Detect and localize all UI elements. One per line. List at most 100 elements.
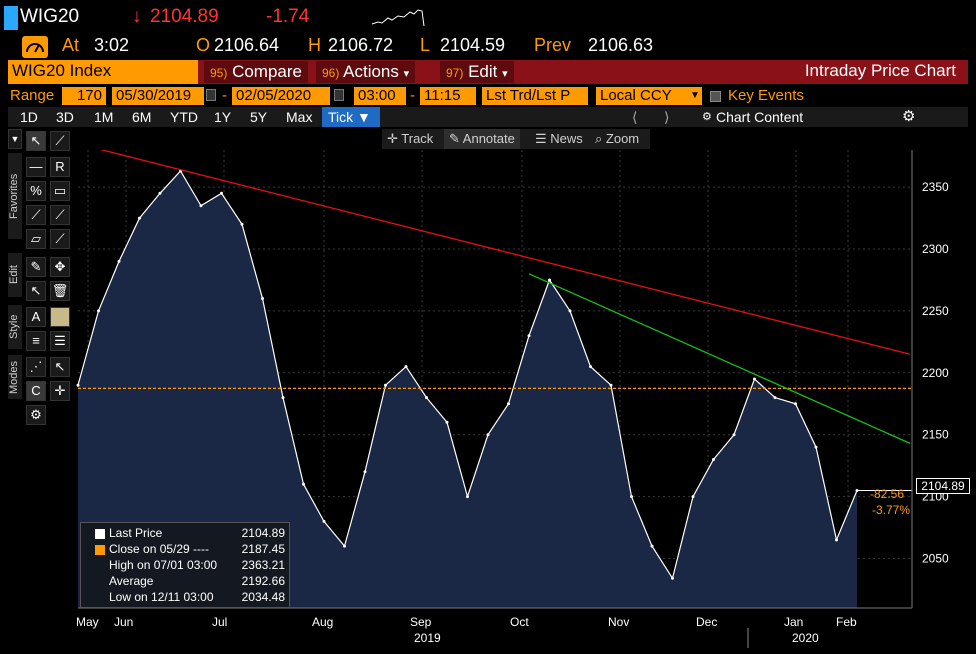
- price-point: [384, 383, 387, 387]
- price-point: [712, 458, 715, 461]
- pointer-icon[interactable]: ↖: [26, 131, 46, 151]
- security-field[interactable]: WIG20 Index: [8, 60, 198, 84]
- period-3d[interactable]: 3D: [56, 109, 74, 125]
- actions-button[interactable]: 96) Actions ▾: [316, 61, 416, 83]
- prev-label: Prev: [534, 35, 572, 55]
- open-value: 2106.64: [214, 35, 280, 55]
- line-style-icon[interactable]: ≡: [26, 331, 46, 351]
- dotted-line-icon[interactable]: ⋰: [26, 357, 46, 377]
- legend-label: Last Price: [109, 526, 163, 540]
- period-1m[interactable]: 1M: [94, 109, 114, 125]
- sparkline-icon: [371, 9, 425, 27]
- price-point: [507, 402, 510, 406]
- news-button[interactable]: ☰ News: [530, 129, 588, 149]
- chevron-left-icon[interactable]: ⟨: [632, 109, 638, 125]
- zoom-button[interactable]: ⌕ Zoom: [590, 129, 644, 149]
- period-max[interactable]: Max: [286, 109, 313, 125]
- range-days-field[interactable]: 170: [62, 87, 106, 105]
- price-point: [199, 204, 203, 208]
- x-tick-label: Jul: [212, 615, 227, 629]
- horizontal-line-icon[interactable]: —: [26, 157, 46, 177]
- rectangle-icon[interactable]: ▭: [50, 181, 70, 201]
- crosshair-tool-icon[interactable]: ✛: [50, 381, 70, 401]
- end-time-field[interactable]: 11:15: [420, 87, 476, 105]
- price-area-fill: [78, 171, 857, 608]
- extend-line-icon[interactable]: ⟋: [50, 229, 70, 249]
- channel-icon[interactable]: ▱: [26, 229, 46, 249]
- track-button[interactable]: ✛ Track: [382, 129, 438, 149]
- tab-modes[interactable]: Modes: [8, 355, 22, 399]
- period-bar: 1D 3D 1M 6M YTD 1Y 5Y Max Tick ▼ ⟨ ⟩ ⚙ C…: [8, 107, 968, 127]
- x-tick-label: Jan: [784, 615, 803, 629]
- last-price: 2104.89: [150, 6, 219, 27]
- period-5y[interactable]: 5Y: [250, 109, 268, 125]
- period-6m[interactable]: 6M: [132, 109, 152, 125]
- tab-favorites[interactable]: Favorites: [8, 153, 22, 239]
- tools-settings-icon[interactable]: ⚙: [26, 405, 46, 425]
- legend-low: Low on 12/11 03:00 2034.48: [81, 590, 291, 606]
- ray-icon[interactable]: ⟋: [50, 205, 70, 225]
- chevron-down-icon[interactable]: ▼: [688, 87, 702, 105]
- compare-button[interactable]: 95) Compare: [204, 61, 308, 83]
- settings-gear-icon[interactable]: ⚙: [902, 108, 916, 125]
- price-type-select[interactable]: Lst Trd/Lst P: [482, 87, 588, 105]
- trendline-icon[interactable]: ⟋: [26, 205, 46, 225]
- trash-icon[interactable]: 🗑: [50, 281, 70, 301]
- annotate-label: Annotate: [462, 131, 515, 146]
- ticker-marker: [4, 6, 18, 30]
- chart-content-button[interactable]: Chart Content: [716, 109, 804, 125]
- legend-swatch: [95, 529, 105, 539]
- price-point: [97, 309, 100, 313]
- open-label: O: [196, 35, 211, 55]
- period-ytd[interactable]: YTD: [170, 109, 198, 125]
- chevron-right-icon[interactable]: ⟩: [664, 109, 670, 125]
- end-date-field[interactable]: 02/05/2020: [232, 87, 330, 105]
- font-icon[interactable]: A: [26, 307, 46, 327]
- move-icon[interactable]: ✥: [50, 257, 70, 277]
- price-point: [261, 297, 264, 300]
- cursor-plus-icon[interactable]: ↖: [26, 281, 46, 301]
- legend-value: 2104.89: [241, 526, 285, 540]
- period-1d[interactable]: 1D: [20, 109, 38, 125]
- tab-style[interactable]: Style: [8, 305, 22, 349]
- legend-value: 2192.66: [241, 574, 285, 588]
- price-point: [240, 222, 244, 226]
- key-events-checkbox[interactable]: [710, 91, 721, 102]
- x-year-label: 2019: [414, 631, 441, 645]
- annotate-button[interactable]: ✎ Annotate: [444, 129, 520, 149]
- line-tool-icon[interactable]: ⟋: [50, 131, 70, 151]
- legend-average: Average 2192.66: [81, 574, 291, 590]
- price-point: [773, 396, 777, 400]
- drawing-tools-panel: Favorites Edit Style Modes ▼ ↖ ⟋ — R % ▭…: [8, 129, 74, 429]
- edit-button[interactable]: 97) Edit ▾: [440, 61, 514, 83]
- legend-swatch: [95, 545, 105, 555]
- percent-tool-icon[interactable]: %: [26, 181, 46, 201]
- last-price-callout: 2104.89: [916, 478, 970, 494]
- range-bar: Range 170 05/30/2019 - 02/05/2020 03:00 …: [8, 86, 968, 106]
- calendar-icon[interactable]: [206, 89, 216, 101]
- calendar-icon[interactable]: [334, 89, 344, 101]
- line-width-icon[interactable]: ☰: [50, 331, 70, 351]
- period-1y[interactable]: 1Y: [214, 109, 232, 125]
- cursor-icon[interactable]: ↖: [50, 357, 70, 377]
- legend-value: 2363.21: [241, 558, 285, 572]
- price-point: [589, 365, 592, 369]
- start-date-field[interactable]: 05/30/2019: [112, 87, 204, 105]
- y-tick-label: 2200: [922, 366, 949, 380]
- brush-icon[interactable]: ✎: [26, 257, 46, 277]
- color-swatch-icon[interactable]: [50, 307, 70, 327]
- start-time-field[interactable]: 03:00: [354, 87, 406, 105]
- x-tick-label: May: [76, 615, 99, 629]
- header-bar: WIG20 Index 95) Compare 96) Actions ▾ 97…: [8, 60, 968, 84]
- period-tick[interactable]: Tick ▼: [322, 107, 380, 127]
- chart-toolbar: ✛ Track ✎ Annotate ☰ News ⌕ Zoom: [382, 129, 650, 149]
- news-label: News: [550, 131, 583, 146]
- currency-select[interactable]: Local CCY: [596, 87, 688, 105]
- retracement-icon[interactable]: R: [50, 157, 70, 177]
- time-dash: -: [410, 87, 415, 104]
- collapse-icon[interactable]: ▼: [8, 129, 22, 149]
- change-pct-callout: -3.77%: [872, 503, 911, 517]
- tab-edit[interactable]: Edit: [8, 253, 22, 297]
- magnet-icon[interactable]: C: [26, 381, 46, 401]
